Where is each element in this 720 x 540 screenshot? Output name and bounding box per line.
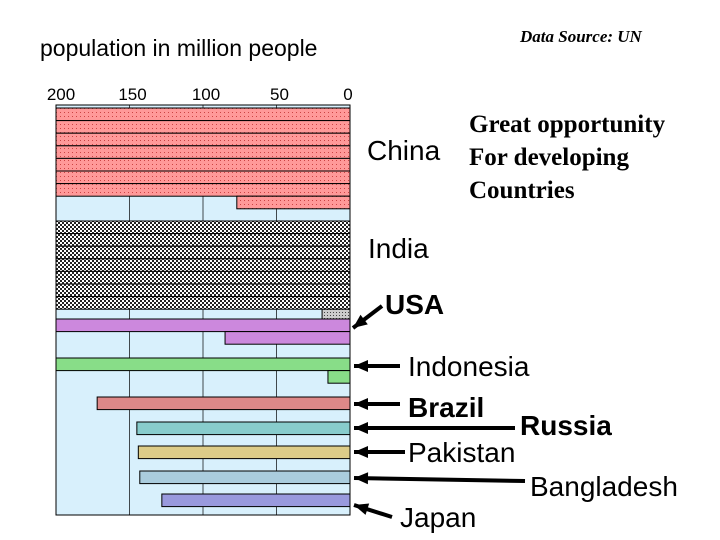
label-arrows	[351, 304, 526, 519]
country-label-china: China	[367, 135, 441, 166]
bar-russia	[136, 421, 351, 436]
arrow-head	[354, 503, 370, 515]
bar-china	[55, 132, 351, 147]
country-label-india: India	[368, 233, 429, 264]
arrow-head	[354, 398, 368, 410]
arrow-head	[354, 472, 369, 485]
bar-bangladesh	[139, 470, 351, 485]
country-labels: China India USA Indonesia Brazil RussiaPakist…	[367, 135, 678, 533]
x-axis-ticks: 200 150 100 50 0	[47, 85, 353, 104]
bar-india	[55, 283, 351, 298]
annotation-line: For developing	[469, 144, 629, 171]
arrow-head	[354, 446, 368, 458]
tick-label: 200	[47, 85, 75, 104]
arrow-line	[353, 476, 526, 483]
bar-china	[55, 107, 351, 122]
bar-china	[55, 170, 351, 185]
bar-india	[55, 258, 351, 272]
bar-china	[55, 145, 351, 159]
tick-label: 50	[270, 85, 289, 104]
bar-india	[55, 245, 351, 260]
bar-pakistan	[137, 445, 351, 460]
bar-china	[236, 195, 351, 210]
tick-label: 150	[118, 85, 146, 104]
arrow-head	[354, 422, 368, 434]
arrow-head	[353, 314, 368, 328]
bar-india	[55, 220, 351, 235]
bar-china	[55, 120, 351, 134]
data-source: Data Source: UN	[519, 27, 643, 46]
chart-title: population in million people	[40, 35, 317, 61]
bar-usa	[55, 318, 351, 333]
country-label-japan: Japan	[400, 502, 476, 533]
country-label-bangladesh: Bangladesh	[530, 471, 678, 502]
bar-japan	[161, 493, 351, 508]
annotation: Great opportunity For developing Countries	[469, 111, 666, 204]
country-label-russia: Russia	[520, 410, 612, 441]
annotation-line: Countries	[469, 177, 575, 204]
bar-india	[55, 296, 351, 310]
bar-brazil	[96, 396, 351, 411]
arrow-head	[354, 360, 368, 372]
country-label-pakistan: Pakistan	[408, 437, 515, 468]
country-label-indonesia: Indonesia	[408, 351, 530, 382]
country-label-usa: USA	[385, 289, 444, 320]
bar-indonesia	[327, 370, 351, 384]
country-label-brazil: Brazil	[408, 392, 484, 423]
bar-usa	[224, 331, 351, 345]
tick-label: 100	[192, 85, 220, 104]
bar-india	[55, 270, 351, 285]
bar-indonesia	[55, 357, 351, 372]
bar-china	[55, 157, 351, 172]
tick-label: 0	[343, 85, 352, 104]
plot-area	[55, 104, 351, 516]
annotation-line: Great opportunity	[469, 111, 666, 138]
bar-china	[55, 183, 351, 197]
bar-india	[55, 233, 351, 247]
